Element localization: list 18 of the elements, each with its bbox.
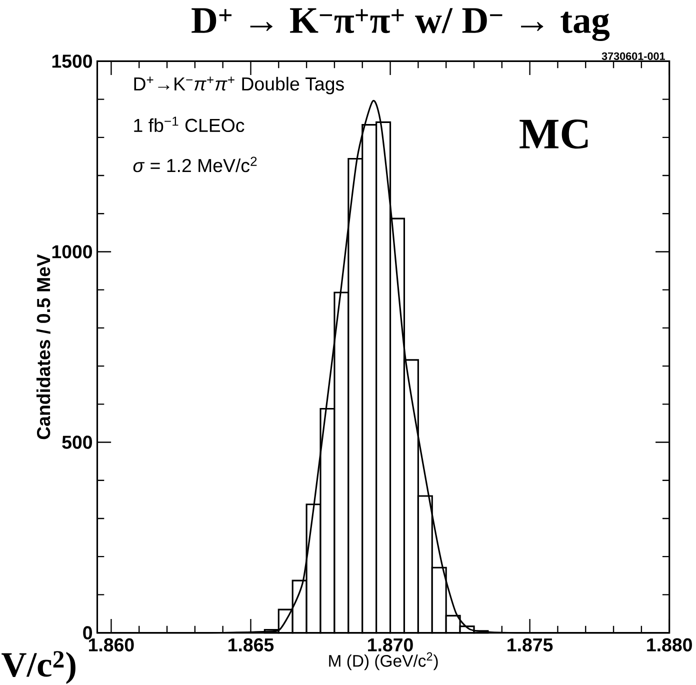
x-tick-label: 1.860 bbox=[88, 638, 134, 652]
y-tick-label: 500 bbox=[62, 436, 92, 449]
x-tick-label: 1.865 bbox=[228, 638, 274, 652]
text: D$^{+}$→K$^{−}$π$^{+}$π$^{+}$ Double Tags bbox=[134, 76, 344, 94]
annotation: 1 fb$^{−1}$ CLEOc bbox=[134, 116, 244, 132]
text: V/c$^{2}$) bbox=[2, 651, 76, 684]
x-tick-label: 1.880 bbox=[647, 638, 692, 652]
x-axis-title: M (D) (GeV/c$^{2}$) bbox=[329, 652, 438, 670]
chart-title: D$^{+}$ → K$^{−}$π$^{+}$π$^{+}$ w/ D$^{−}$ → tag bbox=[192, 8, 610, 41]
y-tick-label: 0 bbox=[83, 626, 92, 640]
x-tick-label: 1.870 bbox=[368, 638, 413, 652]
y-tick-label: 1500 bbox=[52, 54, 92, 68]
annotation: MC bbox=[520, 119, 588, 149]
x-tick-label: 1.875 bbox=[508, 638, 553, 652]
y-tick-label: 1000 bbox=[52, 245, 92, 258]
y-axis-title: Candidates / 0.5 MeV bbox=[36, 254, 50, 440]
text: 3730601-001 bbox=[602, 52, 665, 60]
annotation: σ = 1.2 MeV/c$^{2}$ bbox=[133, 156, 257, 172]
